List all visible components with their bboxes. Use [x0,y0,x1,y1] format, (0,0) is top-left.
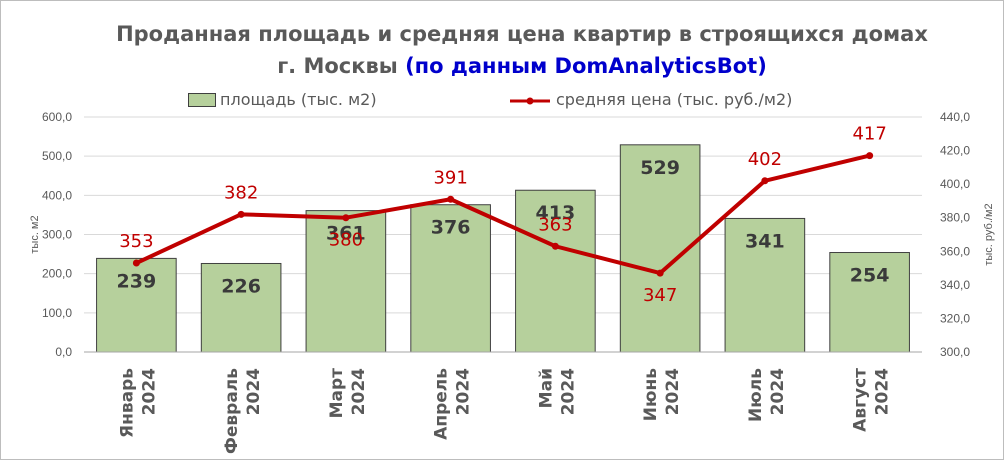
chart-title-city: г. Москвы [277,54,406,78]
x-tick-label-part: Апрель [432,368,452,440]
price-data-label: 391 [433,167,467,188]
bar [305,210,387,353]
chart-title-line2: г. Москвы (по данным DomAnalyticsBot) [0,54,1004,78]
y-left-axis-title: тыс. м2 [29,215,41,253]
price-point [342,214,350,222]
y-right-axis-title: тыс. руб./м2 [983,203,995,265]
price-data-label: 380 [329,230,363,251]
legend-label-price: средняя цена (тыс. руб./м2) [556,90,793,109]
price-data-label: 382 [224,182,258,203]
chart-title-source: (по данным DomAnalyticsBot) [405,54,767,78]
x-tick-label-part: 2024 [558,368,578,415]
bar-data-label: 341 [745,230,785,252]
x-tick-label: Февраль 2024 [222,368,264,454]
x-tick-label-part: Август [851,368,871,432]
y-left-tick-label: 200,0 [42,267,72,281]
bar-data-label: 254 [850,265,890,287]
x-tick-label-part: 2024 [244,368,264,415]
x-tick-label: Январь 2024 [117,368,159,438]
y-left-tick-label: 0,0 [55,345,72,359]
legend-label-area: площадь (тыс. м2) [220,90,377,109]
x-tick-label-part: 2024 [349,368,369,415]
y-right-tick-label: 420,0 [940,144,970,158]
x-tick-label-part: Май [536,368,556,408]
y-left-tick-label: 600,0 [42,110,72,124]
bar [829,252,910,353]
price-point [761,177,769,185]
x-tick-label: Август 2024 [851,368,893,432]
x-tick-label-part: 2024 [454,368,474,415]
price-point [132,259,140,267]
y-right-tick-label: 380,0 [940,211,970,225]
x-tick-label: Март 2024 [327,368,369,419]
price-point [447,195,455,203]
x-tick-label-part: Январь [117,368,137,438]
price-point [866,152,874,160]
x-tick-label: Июль 2024 [746,368,788,422]
x-tick-label-part: Июль [746,368,766,422]
x-tick-label: Апрель 2024 [432,368,474,440]
price-point [656,269,664,277]
bar [724,217,806,353]
y-left-tick-label: 400,0 [42,188,72,202]
bar-data-label: 529 [640,157,680,179]
x-tick-label-part: Июнь [641,368,661,421]
x-tick-label-part: 2024 [663,368,683,415]
bar-data-label: 376 [431,217,471,239]
y-right-tick-label: 440,0 [940,110,970,124]
price-data-label: 402 [748,149,782,170]
x-tick-label: Май 2024 [536,368,578,415]
x-tick-label: Июнь 2024 [641,368,683,421]
chart-title-line1: Проданная площадь и средняя цена квартир… [116,22,928,46]
y-left-tick-label: 500,0 [42,149,72,163]
y-right-tick-label: 320,0 [940,311,970,325]
price-data-label: 353 [119,231,153,252]
y-right-tick-label: 300,0 [940,345,970,359]
bar-data-label: 226 [221,275,261,297]
price-point [551,242,559,250]
price-data-label: 363 [538,214,572,235]
x-tick-label-part: Февраль [222,368,242,454]
x-tick-label-part: Март [327,368,347,419]
y-right-tick-label: 360,0 [940,244,970,258]
bar-data-label: 239 [117,270,157,292]
x-tick-label-part: 2024 [139,368,159,415]
price-point [237,210,245,218]
legend-swatch-price [510,97,550,105]
x-tick-label-part: 2024 [768,368,788,415]
bar-data-label: 361 [326,223,366,245]
y-right-tick-label: 340,0 [940,278,970,292]
legend-swatch-area [188,93,216,107]
x-tick-label-part: 2024 [873,368,893,415]
bar [515,189,596,353]
y-right-tick-label: 400,0 [940,177,970,191]
bar [410,204,491,353]
price-data-label: 417 [852,124,886,145]
y-left-tick-label: 300,0 [42,228,72,242]
price-data-label: 347 [643,285,677,306]
price-line [135,153,871,276]
y-left-tick-label: 100,0 [42,306,72,320]
bar-data-label: 413 [536,202,576,224]
